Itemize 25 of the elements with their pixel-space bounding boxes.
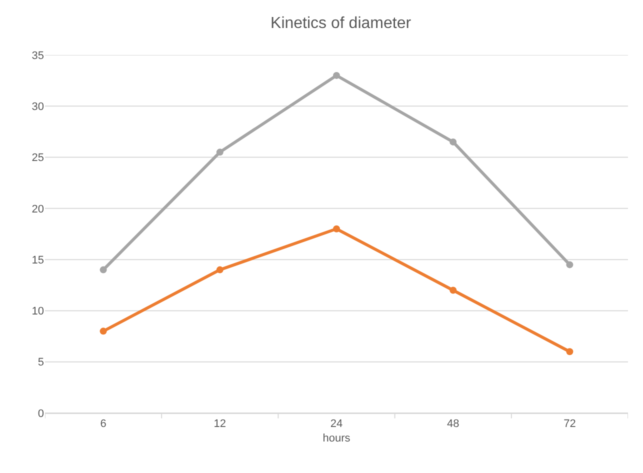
point — [450, 138, 457, 146]
y-tick-label: 35 — [32, 50, 44, 62]
x-tick-label: 12 — [214, 418, 226, 430]
chart-title: Kinetics of diameter — [270, 14, 412, 32]
point — [333, 72, 340, 79]
point — [216, 266, 224, 274]
x-tick-label: 72 — [564, 418, 576, 430]
y-tick-label: 25 — [32, 152, 44, 164]
y-tick-label: 0 — [38, 408, 44, 420]
point — [100, 328, 107, 335]
y-tick-label: 10 — [32, 306, 44, 318]
point — [566, 348, 574, 356]
y-tick-label: 20 — [32, 203, 44, 216]
point — [566, 261, 574, 268]
point — [216, 148, 224, 156]
x-tick-label: 48 — [446, 418, 460, 430]
point — [450, 286, 457, 294]
y-tick-label: 30 — [32, 100, 44, 113]
y-tick-label: 15 — [32, 254, 44, 266]
x-tick-label: 6 — [100, 418, 106, 430]
y-tick-label: 5 — [38, 356, 44, 369]
x-axis-title: hours — [322, 432, 351, 444]
x-tick-label: 24 — [330, 418, 343, 430]
point — [100, 266, 107, 274]
point — [333, 225, 340, 232]
